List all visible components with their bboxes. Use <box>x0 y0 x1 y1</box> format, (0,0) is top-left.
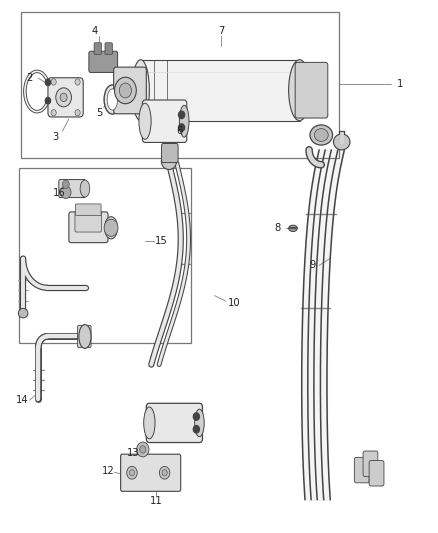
Text: 6: 6 <box>177 126 183 136</box>
Ellipse shape <box>139 103 151 139</box>
FancyBboxPatch shape <box>69 212 108 243</box>
Text: 12: 12 <box>102 466 114 475</box>
Circle shape <box>140 446 146 453</box>
FancyBboxPatch shape <box>363 451 378 477</box>
Circle shape <box>137 442 149 457</box>
Circle shape <box>51 79 56 85</box>
Circle shape <box>104 219 118 236</box>
Ellipse shape <box>104 85 120 114</box>
Ellipse shape <box>289 60 311 120</box>
Text: 2: 2 <box>26 73 33 83</box>
Text: 15: 15 <box>155 236 168 246</box>
FancyBboxPatch shape <box>94 43 102 54</box>
Ellipse shape <box>79 325 91 349</box>
FancyBboxPatch shape <box>141 60 300 120</box>
Ellipse shape <box>289 225 297 231</box>
Text: 10: 10 <box>228 297 240 308</box>
Circle shape <box>193 413 199 420</box>
FancyBboxPatch shape <box>75 212 102 232</box>
Circle shape <box>60 93 67 102</box>
Circle shape <box>119 83 131 98</box>
Bar <box>19 168 191 343</box>
Ellipse shape <box>18 309 28 318</box>
Circle shape <box>159 466 170 479</box>
FancyBboxPatch shape <box>59 180 85 198</box>
Circle shape <box>193 425 199 433</box>
Circle shape <box>45 98 50 104</box>
Text: 13: 13 <box>127 448 139 458</box>
FancyBboxPatch shape <box>369 461 384 486</box>
Circle shape <box>56 88 71 107</box>
Bar <box>21 12 339 158</box>
FancyBboxPatch shape <box>146 403 202 442</box>
Ellipse shape <box>180 106 189 137</box>
FancyBboxPatch shape <box>295 62 328 118</box>
Ellipse shape <box>107 89 117 110</box>
Ellipse shape <box>333 134 350 150</box>
FancyBboxPatch shape <box>120 454 181 491</box>
Circle shape <box>115 77 136 104</box>
Circle shape <box>179 111 185 118</box>
Circle shape <box>60 186 71 199</box>
Circle shape <box>162 470 167 476</box>
Ellipse shape <box>105 216 117 239</box>
Text: 1: 1 <box>396 78 403 88</box>
Circle shape <box>127 466 137 479</box>
Circle shape <box>45 79 50 86</box>
Text: 7: 7 <box>218 26 224 36</box>
Ellipse shape <box>161 154 177 169</box>
Circle shape <box>129 470 134 476</box>
Ellipse shape <box>314 128 328 141</box>
FancyBboxPatch shape <box>114 67 146 114</box>
Ellipse shape <box>310 125 332 145</box>
Text: 14: 14 <box>16 395 28 405</box>
Circle shape <box>62 180 69 189</box>
FancyBboxPatch shape <box>142 100 187 142</box>
Circle shape <box>75 79 80 85</box>
Ellipse shape <box>194 409 204 437</box>
FancyBboxPatch shape <box>89 51 117 72</box>
Ellipse shape <box>132 60 149 120</box>
Text: 16: 16 <box>53 188 65 198</box>
Circle shape <box>75 110 80 116</box>
Circle shape <box>179 124 185 131</box>
FancyBboxPatch shape <box>354 457 369 483</box>
FancyBboxPatch shape <box>48 78 83 117</box>
Text: 8: 8 <box>275 223 281 233</box>
Text: 5: 5 <box>96 108 102 118</box>
Ellipse shape <box>80 180 90 197</box>
FancyBboxPatch shape <box>162 143 178 163</box>
Text: 3: 3 <box>53 132 59 142</box>
Circle shape <box>51 110 56 116</box>
Text: 4: 4 <box>92 26 98 36</box>
FancyBboxPatch shape <box>78 325 91 348</box>
FancyBboxPatch shape <box>105 43 113 54</box>
Text: 9: 9 <box>309 261 316 270</box>
Ellipse shape <box>144 407 155 439</box>
Text: 11: 11 <box>149 496 162 506</box>
FancyBboxPatch shape <box>75 204 101 216</box>
